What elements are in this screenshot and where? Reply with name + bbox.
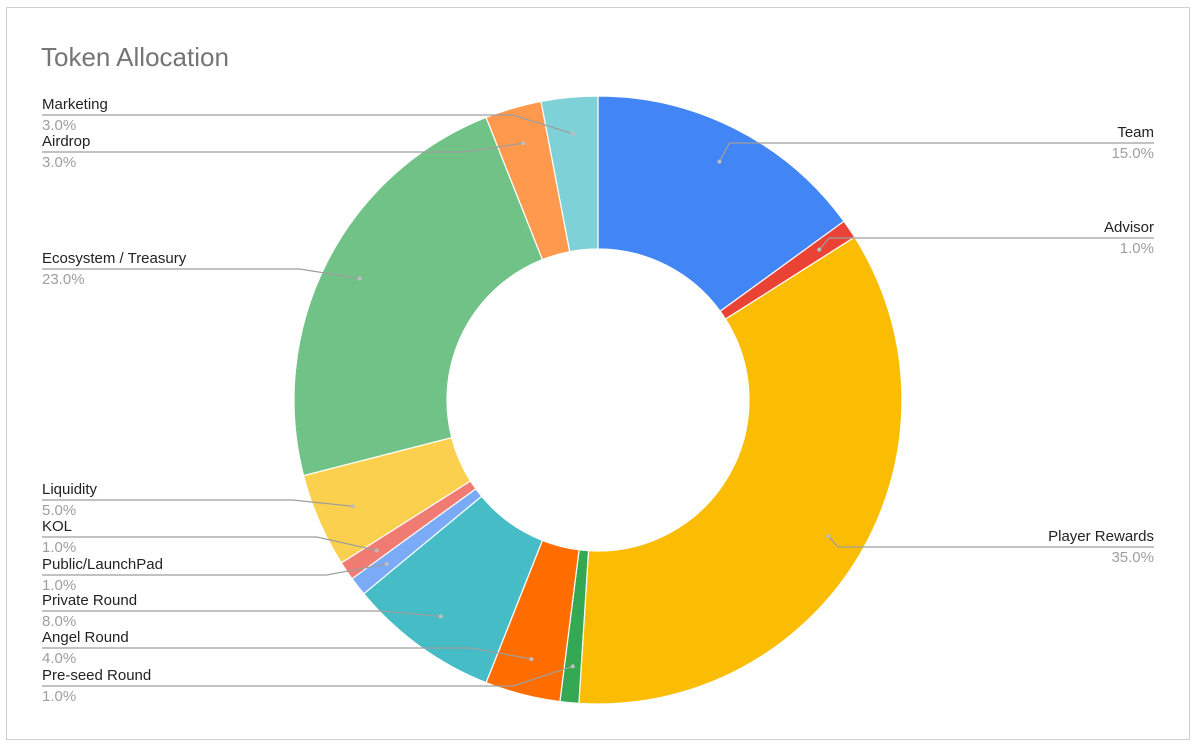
pct-label-liquidity: 5.0% (42, 502, 76, 519)
leader-line-public-launchpad (42, 563, 387, 576)
leader-line-advisor (818, 237, 1154, 251)
label-player-rewards: Player Rewards (1048, 528, 1154, 545)
leader-dot-public-launchpad (384, 561, 389, 566)
label-team: Team (1117, 124, 1154, 141)
pct-label-ecosystem-treasury: 23.0% (42, 271, 85, 288)
leader-dot-pre-seed-round (570, 664, 575, 669)
leader-line-private-round (42, 610, 441, 618)
pct-label-team: 15.0% (1111, 145, 1154, 162)
leader-dot-team (717, 159, 722, 164)
leader-line-angel-round (42, 647, 532, 660)
label-private-round: Private Round (42, 592, 137, 609)
pct-label-advisor: 1.0% (1120, 240, 1154, 257)
label-liquidity: Liquidity (42, 481, 98, 498)
pct-label-marketing: 3.0% (42, 117, 76, 134)
leader-dot-angel-round (529, 657, 534, 662)
leader-dot-advisor (817, 247, 822, 252)
leader-line-marketing (42, 114, 574, 135)
chart-title: Token Allocation (41, 42, 229, 72)
label-ecosystem-treasury: Ecosystem / Treasury (42, 250, 187, 267)
leader-line-pre-seed-round (42, 665, 574, 687)
leader-line-ecosystem-treasury (42, 268, 360, 280)
pct-label-public-launchpad: 1.0% (42, 577, 76, 594)
pct-label-private-round: 8.0% (42, 613, 76, 630)
label-angel-round: Angel Round (42, 629, 129, 646)
pct-label-angel-round: 4.0% (42, 650, 76, 667)
slice-marketing[interactable] (540, 95, 599, 253)
label-pre-seed-round: Pre-seed Round (42, 667, 151, 684)
leader-line-player-rewards (827, 535, 1154, 548)
leader-line-liquidity (42, 499, 353, 507)
pct-label-player-rewards: 35.0% (1111, 549, 1154, 566)
label-kol: KOL (42, 518, 72, 535)
label-public-launchpad: Public/LaunchPad (42, 556, 163, 573)
leader-dot-airdrop (521, 141, 526, 146)
pct-label-kol: 1.0% (42, 539, 76, 556)
leader-dot-marketing (570, 131, 575, 136)
slice-player-rewards[interactable] (578, 236, 903, 705)
label-airdrop: Airdrop (42, 133, 90, 150)
slice-ecosystem-treasury[interactable] (293, 116, 544, 477)
leader-dot-ecosystem-treasury (357, 276, 362, 281)
leader-dot-player-rewards (826, 534, 831, 539)
slice-team[interactable] (597, 95, 845, 313)
leader-dot-kol (374, 548, 379, 553)
label-marketing: Marketing (42, 96, 108, 113)
leader-dot-liquidity (350, 504, 355, 509)
leader-line-airdrop (42, 142, 524, 153)
label-advisor: Advisor (1104, 219, 1154, 236)
pct-label-pre-seed-round: 1.0% (42, 688, 76, 705)
leader-line-kol (42, 536, 377, 551)
leader-line-team (718, 142, 1154, 162)
pct-label-airdrop: 3.0% (42, 154, 76, 171)
leader-dot-private-round (438, 614, 443, 619)
